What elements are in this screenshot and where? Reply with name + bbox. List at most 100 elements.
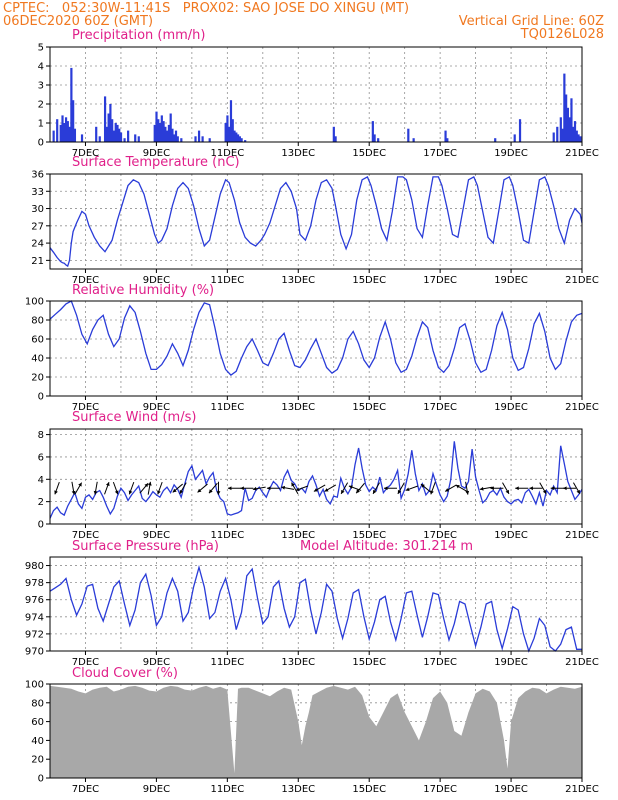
y-tick-label: 8: [38, 430, 44, 441]
x-tick-label: 11DEC: [210, 784, 244, 795]
precip-bar: [552, 132, 555, 142]
wind-arrow-head: [252, 486, 257, 491]
precip-bar: [577, 134, 580, 142]
x-tick-label: 13DEC: [281, 402, 315, 413]
precip-bar: [64, 117, 68, 142]
wind-arrow-head: [54, 490, 58, 495]
temperature-series-line: [49, 175, 583, 268]
wind-arrow-head: [281, 485, 286, 490]
x-tick-label: 15DEC: [352, 657, 386, 668]
precip-bar: [201, 136, 204, 142]
title-wind: Surface Wind (m/s): [72, 410, 197, 425]
wind-arrow-head: [529, 486, 533, 491]
wind-series-line: [49, 441, 583, 519]
precip-bar: [561, 128, 564, 142]
title-pressure: Surface Pressure (hPa): [72, 539, 219, 554]
precip-bar: [371, 121, 374, 142]
precip-bar: [98, 136, 101, 142]
precip-bar: [164, 126, 167, 142]
precip-bar: [118, 128, 121, 142]
model-altitude-label: Model Altitude: 301.214 m: [300, 539, 474, 554]
x-tick-label: 11DEC: [210, 402, 244, 413]
wind-arrow-head: [172, 488, 177, 493]
x-tick-label: 17DEC: [423, 402, 457, 413]
wind-arrow-head: [78, 482, 82, 487]
precip-bar: [494, 138, 497, 142]
precip-bar: [160, 115, 163, 142]
precip-bar: [180, 138, 183, 142]
precip-bar: [171, 128, 174, 142]
y-tick-label: 60: [31, 717, 44, 728]
precip-bar: [73, 128, 77, 142]
precip-bar: [208, 138, 211, 142]
x-tick-label: 11DEC: [210, 275, 244, 286]
y-tick-label: 0: [38, 774, 44, 785]
y-tick-label: 80: [31, 698, 44, 709]
y-tick-label: 0: [38, 138, 44, 149]
header-station: CPTEC: 052:30W-11:41S PROX02: SAO JOSE D…: [3, 1, 410, 16]
precip-bar: [407, 128, 410, 142]
x-tick-label: 19DEC: [494, 402, 528, 413]
precip-bar: [116, 124, 119, 142]
x-tick-label: 21DEC: [565, 275, 599, 286]
wind-arrow-head: [295, 487, 300, 492]
precip-bar: [107, 113, 110, 142]
wind-arrow-head: [455, 484, 460, 489]
x-tick-label: 19DEC: [494, 784, 528, 795]
wind-arrow-head: [147, 481, 152, 486]
precip-bar: [444, 130, 447, 142]
wind-arrow-head: [505, 489, 509, 494]
precip-bar: [518, 119, 522, 142]
header-date: 06DEC2020 60Z (GMT): [3, 14, 154, 29]
y-tick-label: 21: [31, 256, 44, 267]
x-tick-label: 17DEC: [423, 148, 457, 159]
x-tick-label: 17DEC: [423, 275, 457, 286]
precip-bar: [559, 117, 562, 142]
x-tick-label: 13DEC: [281, 530, 315, 541]
header-grid-line: Vertical Grid Line: 60Z: [458, 14, 604, 29]
wind-arrow-head: [348, 485, 353, 490]
wind-arrow-head: [550, 486, 555, 491]
y-tick-label: 4: [38, 475, 44, 486]
precip-bar: [109, 104, 112, 142]
precipitation-panel: 0 1 2 3 4 5 7DEC 9DEC 11DEC 13DEC 15DEC 17DEC 19DEC 2…: [38, 43, 599, 160]
humidity-panel: 0 20 40 60 80 100 7DEC 9DEC 11DEC 13DEC 15DEC 17DEC…: [25, 297, 599, 414]
precip-bar: [66, 121, 69, 142]
precip-bar: [114, 123, 117, 142]
precip-bar: [56, 119, 59, 142]
x-tick-label: 13DEC: [281, 657, 315, 668]
wind-arrow-head: [341, 489, 345, 494]
wind-arrow-head: [114, 490, 119, 495]
humidity-series-line: [49, 300, 583, 376]
x-tick-label: 17DEC: [423, 784, 457, 795]
precip-bar: [334, 136, 337, 142]
y-tick-label: 5: [38, 43, 44, 54]
cloud-cover-frame: [49, 683, 583, 779]
precip-bar: [231, 119, 234, 142]
precip-bar: [568, 117, 571, 142]
precip-bar: [105, 126, 108, 142]
precip-bar: [377, 138, 380, 142]
x-tick-label: 15DEC: [352, 530, 386, 541]
x-tick-label: 7DEC: [72, 275, 99, 286]
precip-bar: [162, 121, 165, 142]
precip-bar: [68, 126, 71, 142]
wind-arrow-head: [515, 486, 519, 491]
y-tick-label: 970: [25, 647, 44, 658]
wind-arrow-head: [356, 489, 360, 494]
precip-bar: [238, 136, 241, 142]
x-tick-label: 21DEC: [565, 530, 599, 541]
title-temperature: Surface Temperature (nC): [72, 155, 240, 170]
y-tick-label: 2: [38, 100, 44, 111]
wind-arrow-head: [490, 486, 494, 491]
wind-arrow-head: [373, 489, 377, 494]
wind-arrow-head: [542, 489, 547, 494]
y-tick-label: 60: [31, 335, 44, 346]
wind-frame: [49, 428, 583, 525]
y-tick-label: 24: [31, 239, 44, 250]
wind-arrow-head: [397, 489, 402, 494]
wind-arrow-head: [479, 486, 484, 491]
precip-bar: [573, 121, 577, 142]
title-humidity: Relative Humidity (%): [72, 283, 215, 298]
